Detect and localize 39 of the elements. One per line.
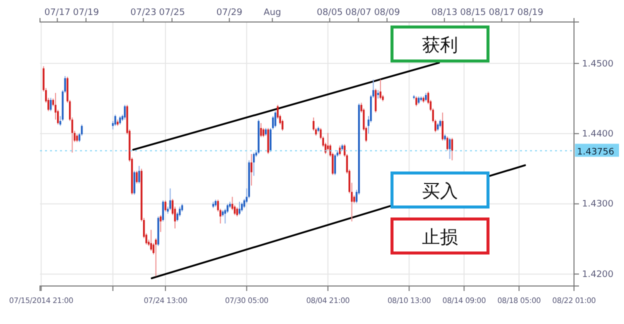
x2-tick-label: 07/19 (73, 8, 100, 18)
candlestick (451, 137, 454, 161)
x2-tick-label: Aug (264, 8, 282, 18)
candlestick (380, 79, 382, 100)
candlestick (150, 229, 152, 252)
x2-tick-label: 07/29 (216, 8, 243, 18)
x2-tick-label: 08/05 (316, 8, 343, 18)
candlestick (154, 238, 157, 277)
x2-tick-label: 07/17 (44, 8, 70, 18)
candlestick (250, 154, 252, 186)
x2-tick-label: 08/13 (431, 8, 458, 18)
y-tick-label: 1.4300 (582, 200, 614, 210)
y-tick-label: 1.4400 (582, 130, 614, 140)
candlestick (133, 170, 136, 196)
candlestick (162, 200, 164, 222)
candlestick (338, 145, 341, 156)
annotation: 获利 (422, 35, 458, 56)
y-tick-label: 1.4200 (582, 270, 614, 280)
x2-tick-label: 07/23 (130, 8, 156, 18)
candlestick (446, 136, 448, 151)
annotation: 止损 (422, 227, 458, 248)
candlestick (312, 116, 314, 132)
candlestick (334, 154, 336, 176)
x2-tick-label: 08/09 (374, 8, 400, 18)
candlestick (442, 112, 444, 142)
candlestick (260, 122, 262, 138)
x2-tick-label: 08/19 (517, 8, 544, 18)
annotation: 买入 (422, 181, 458, 202)
candlestick (240, 202, 243, 212)
x2-tick-label: 08/07 (345, 8, 372, 18)
x2-tick-label: 07/25 (159, 8, 185, 18)
x2-tick-label: 08/17 (488, 8, 515, 18)
candlestick (164, 200, 166, 212)
ref-line-label: 1.43756 (577, 147, 614, 158)
candlestick (236, 206, 238, 217)
x2-tick-label: 08/15 (460, 8, 486, 18)
y-tick-label: 1.4500 (582, 59, 614, 70)
candlestick (54, 92, 56, 120)
candlestick (238, 201, 240, 216)
